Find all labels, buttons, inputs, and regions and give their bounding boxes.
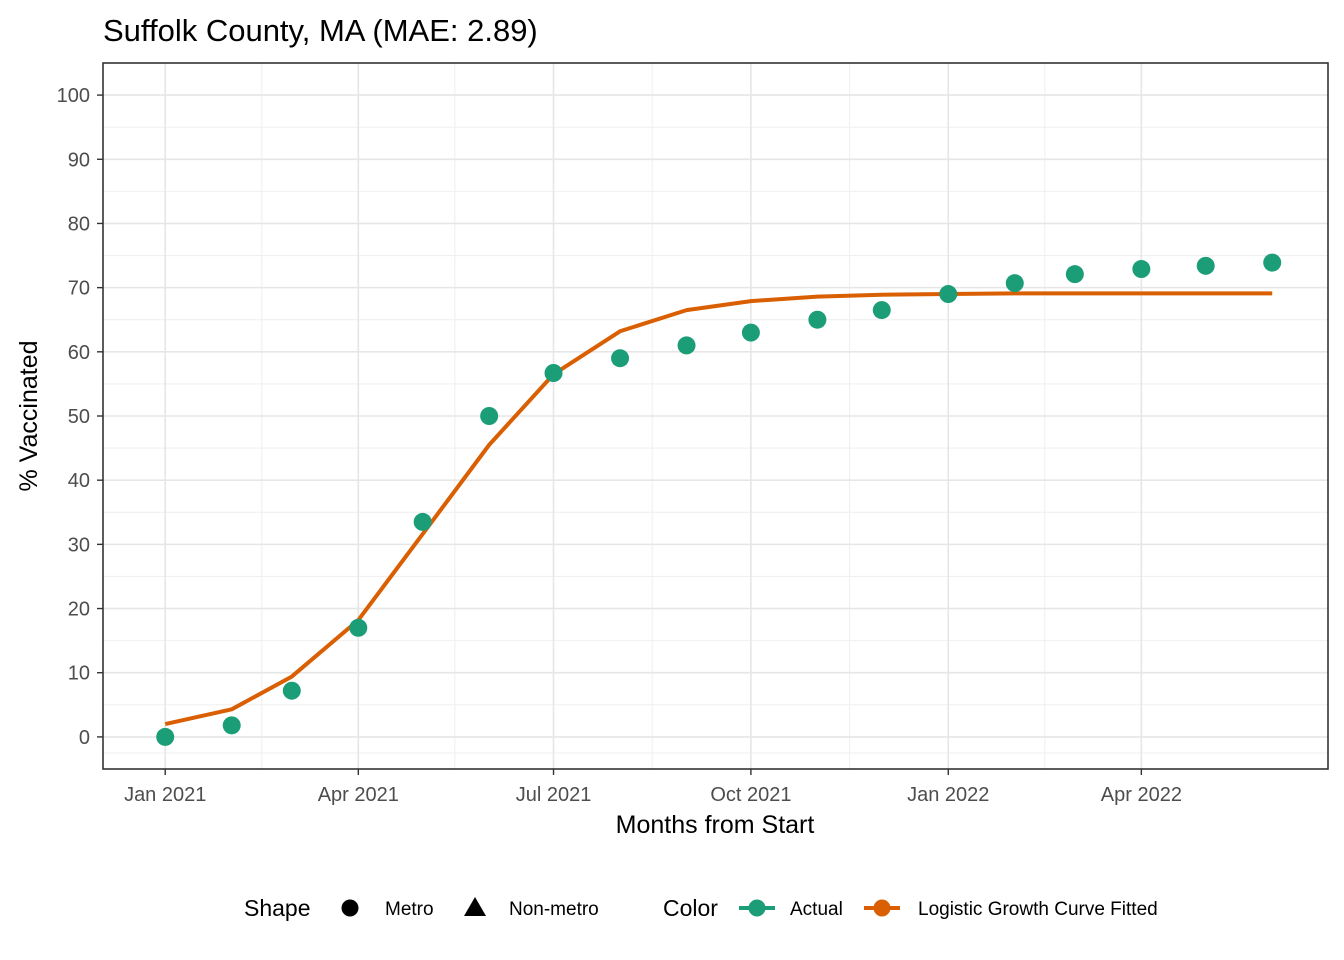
- actual-data-point: [1263, 253, 1282, 272]
- x-tick-label: Jan 2022: [907, 784, 989, 806]
- x-tick-label: Apr 2021: [318, 784, 399, 806]
- legend-actual-key-point: [748, 899, 766, 917]
- major-gridlines: [103, 63, 1328, 769]
- actual-data-point: [349, 618, 368, 637]
- actual-data-point: [544, 363, 563, 382]
- actual-data-point: [1065, 265, 1084, 284]
- actual-data-point: [282, 681, 301, 700]
- actual-data-point: [677, 336, 696, 355]
- legend-non-metro-label: Non-metro: [509, 899, 599, 920]
- fitted-curve-line: [164, 291, 1273, 727]
- actual-data-point: [413, 512, 432, 531]
- y-tick-label: 20: [68, 599, 90, 621]
- actual-data-point: [1196, 256, 1215, 275]
- x-tick-label: Jul 2021: [516, 784, 592, 806]
- chart-title: Suffolk County, MA (MAE: 2.89): [103, 13, 538, 48]
- legend-metro-label: Metro: [385, 899, 434, 920]
- actual-data-point: [872, 301, 891, 320]
- x-axis-title: Months from Start: [616, 811, 815, 839]
- x-tick-label: Apr 2022: [1101, 784, 1182, 806]
- legend-shape-title: Shape: [244, 895, 311, 921]
- y-axis-title: % Vaccinated: [15, 340, 43, 491]
- actual-data-point: [480, 407, 499, 425]
- actual-data-point: [156, 727, 175, 746]
- legend-metro-key: [341, 899, 359, 917]
- actual-data-point: [939, 285, 958, 304]
- y-tick-label: 70: [68, 278, 90, 300]
- y-tick-label: 90: [68, 149, 90, 171]
- legend-fitted-key-point: [873, 899, 891, 917]
- legend: Shape Metro Non-metro Color Actual Logis…: [244, 895, 1158, 921]
- legend-color-title: Color: [663, 895, 718, 921]
- actual-data-point: [222, 716, 241, 735]
- actual-data-point: [611, 349, 630, 368]
- x-tick-label: Jan 2021: [124, 784, 206, 806]
- y-axis: 0 10 20 30 40 50 60 70 80 90 100: [57, 85, 103, 749]
- legend-actual-label: Actual: [790, 899, 843, 920]
- y-tick-label: 60: [68, 342, 90, 364]
- legend-fitted-label: Logistic Growth Curve Fitted: [918, 899, 1158, 920]
- fitted-curve-layer: [164, 291, 1273, 727]
- x-axis: Jan 2021 Apr 2021 Jul 2021 Oct 2021 Jan 2022…: [124, 769, 1182, 806]
- actual-data-point: [808, 310, 827, 329]
- y-tick-label: 30: [68, 534, 90, 556]
- y-tick-label: 0: [79, 727, 90, 749]
- x-tick-label: Oct 2021: [710, 784, 791, 806]
- actual-points-layer: [156, 253, 1282, 746]
- legend-non-metro-key: [464, 897, 486, 916]
- y-tick-label: 40: [68, 470, 90, 492]
- actual-data-point: [1005, 274, 1024, 293]
- y-tick-label: 10: [68, 663, 90, 685]
- actual-data-point: [1132, 260, 1151, 279]
- y-tick-label: 50: [68, 406, 90, 428]
- y-tick-label: 80: [68, 213, 90, 235]
- y-tick-label: 100: [57, 85, 90, 107]
- actual-data-point: [741, 323, 760, 342]
